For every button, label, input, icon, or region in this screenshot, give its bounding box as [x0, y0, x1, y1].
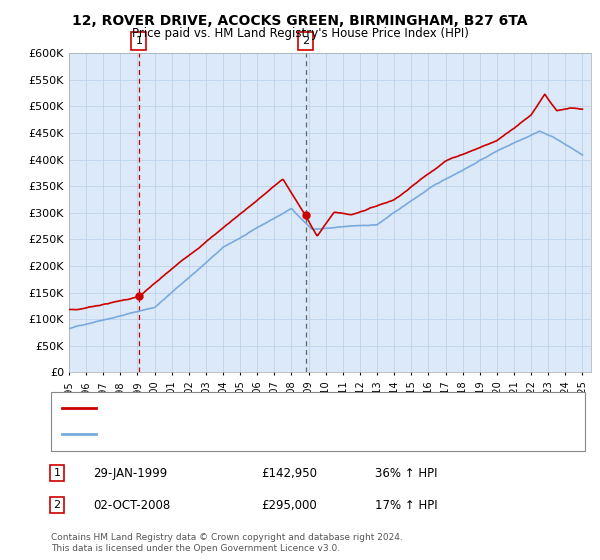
Text: 12, ROVER DRIVE, ACOCKS GREEN, BIRMINGHAM, B27 6TA (detached house): 12, ROVER DRIVE, ACOCKS GREEN, BIRMINGHA…: [102, 403, 502, 413]
Text: 2: 2: [53, 500, 61, 510]
Text: 02-OCT-2008: 02-OCT-2008: [93, 498, 170, 512]
Text: £295,000: £295,000: [261, 498, 317, 512]
Text: Price paid vs. HM Land Registry's House Price Index (HPI): Price paid vs. HM Land Registry's House …: [131, 27, 469, 40]
Text: 2: 2: [302, 36, 309, 46]
Text: 12, ROVER DRIVE, ACOCKS GREEN, BIRMINGHAM, B27 6TA: 12, ROVER DRIVE, ACOCKS GREEN, BIRMINGHA…: [72, 14, 528, 28]
Text: 1: 1: [53, 468, 61, 478]
Text: 36% ↑ HPI: 36% ↑ HPI: [375, 466, 437, 480]
Text: HPI: Average price, detached house, Birmingham: HPI: Average price, detached house, Birm…: [102, 430, 359, 440]
Text: 1: 1: [136, 36, 142, 46]
Text: 17% ↑ HPI: 17% ↑ HPI: [375, 498, 437, 512]
Text: Contains HM Land Registry data © Crown copyright and database right 2024.
This d: Contains HM Land Registry data © Crown c…: [51, 533, 403, 553]
Text: 29-JAN-1999: 29-JAN-1999: [93, 466, 167, 480]
Text: £142,950: £142,950: [261, 466, 317, 480]
